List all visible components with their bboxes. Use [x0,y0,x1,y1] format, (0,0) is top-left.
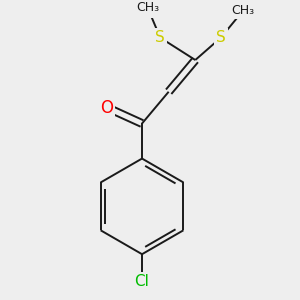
Text: S: S [216,30,226,45]
Text: CH₃: CH₃ [136,1,159,14]
Text: CH₃: CH₃ [232,4,255,17]
Text: Cl: Cl [135,274,149,289]
Text: S: S [155,30,165,45]
Text: O: O [100,99,113,117]
